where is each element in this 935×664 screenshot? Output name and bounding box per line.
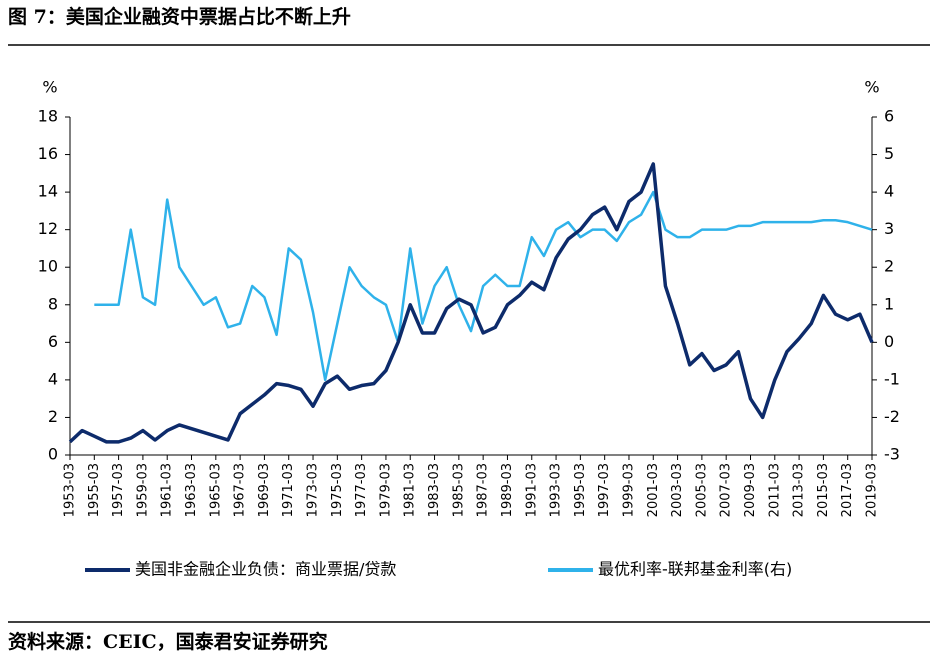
- x-tick-label: 1963-03: [184, 463, 199, 517]
- x-tick-label: 1975-03: [330, 463, 345, 517]
- x-tick-label: 2003-03: [670, 463, 685, 517]
- x-tick-label: 2001-03: [646, 463, 661, 517]
- x-tick-label: 1985-03: [451, 463, 466, 517]
- x-tick-label: 1959-03: [135, 463, 150, 517]
- source: 资料来源：CEIC，国泰君安证券研究: [8, 630, 328, 653]
- y2-tick-label: -2: [884, 407, 900, 426]
- y2-tick-label: 6: [884, 107, 894, 126]
- x-tick-label: 1961-03: [160, 463, 175, 517]
- x-tick-label: 2015-03: [816, 463, 831, 517]
- x-tick-label: 2005-03: [694, 463, 709, 517]
- x-tick-label: 2017-03: [840, 463, 855, 517]
- x-tick-label: 1987-03: [476, 463, 491, 517]
- x-tick-label: 1965-03: [208, 463, 223, 517]
- y-tick-label: 12: [38, 219, 58, 238]
- legend-label: 最优利率-联邦基金利率(右): [598, 560, 792, 579]
- y-tick-label: 2: [48, 407, 58, 426]
- y-tick-label: 14: [38, 182, 58, 201]
- y-tick-label: 18: [38, 107, 58, 126]
- x-tick-label: 1973-03: [306, 463, 321, 517]
- y2-tick-label: 3: [884, 219, 894, 238]
- y2-tick-label: 1: [884, 294, 894, 313]
- x-tick-label: 1967-03: [233, 463, 248, 517]
- y-tick-label: 8: [48, 294, 58, 313]
- y-tick-label: 4: [48, 369, 58, 388]
- x-tick-label: 1999-03: [621, 463, 636, 517]
- x-tick-label: 2009-03: [743, 463, 758, 517]
- y-axis-label: %: [42, 78, 57, 97]
- x-tick-label: 1971-03: [281, 463, 296, 517]
- x-tick-label: 2007-03: [719, 463, 734, 517]
- x-tick-label: 1991-03: [524, 463, 539, 517]
- y-tick-label: 0: [48, 445, 58, 464]
- series-line: [68, 162, 874, 444]
- x-tick-label: 1983-03: [427, 463, 442, 517]
- y-tick-label: 10: [38, 257, 58, 276]
- x-tick-label: 2011-03: [767, 463, 782, 517]
- x-tick-label: 1969-03: [257, 463, 272, 517]
- y2-axis-label: %: [864, 78, 879, 97]
- y2-tick-label: -3: [884, 445, 900, 464]
- y-tick-label: 16: [38, 144, 58, 163]
- y2-tick-label: 0: [884, 332, 894, 351]
- y2-tick-label: 4: [884, 182, 894, 201]
- y2-tick-label: -1: [884, 369, 900, 388]
- x-tick-label: 2013-03: [792, 463, 807, 517]
- x-tick-label: 1981-03: [403, 463, 418, 517]
- x-tick-label: 1993-03: [549, 463, 564, 517]
- x-tick-label: 1997-03: [597, 463, 612, 517]
- legend-label: 美国非金融企业负债：商业票据/贷款: [135, 560, 396, 579]
- x-tick-label: 2019-03: [865, 463, 880, 517]
- x-tick-label: 1977-03: [354, 463, 369, 517]
- y2-tick-label: 5: [884, 144, 894, 163]
- y2-tick-label: 2: [884, 257, 894, 276]
- x-tick-label: 1953-03: [63, 463, 78, 517]
- x-tick-label: 1957-03: [111, 463, 126, 517]
- x-tick-label: 1979-03: [378, 463, 393, 517]
- chart-title: 图 7：美国企业融资中票据占比不断上升: [8, 5, 351, 28]
- y-tick-label: 6: [48, 332, 58, 351]
- x-tick-label: 1955-03: [87, 463, 102, 517]
- series-line: [94, 190, 873, 382]
- x-tick-label: 1989-03: [500, 463, 515, 517]
- x-tick-label: 1995-03: [573, 463, 588, 517]
